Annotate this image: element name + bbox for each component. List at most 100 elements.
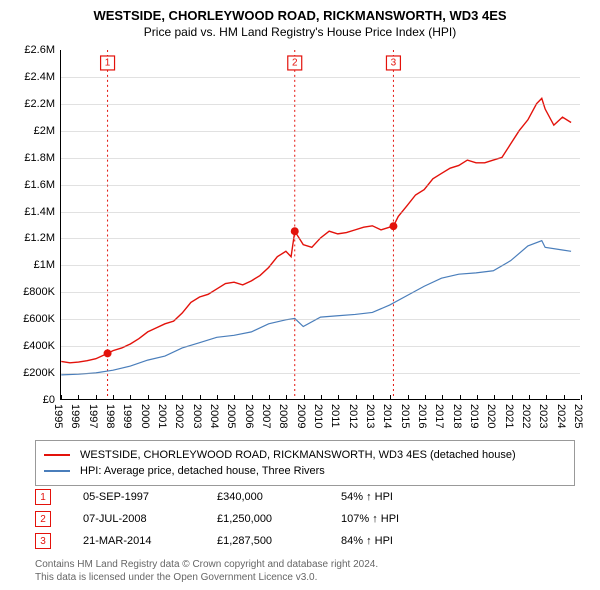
x-tick <box>130 395 131 400</box>
x-axis-label: 2012 <box>347 404 359 428</box>
sale-marker-number: 3 <box>391 57 397 68</box>
x-tick <box>304 395 305 400</box>
x-tick <box>338 395 339 400</box>
chart-plot-area: 123 <box>60 50 580 400</box>
x-axis-label: 2008 <box>277 404 289 428</box>
x-axis-label: 2000 <box>139 404 151 428</box>
y-axis-label: £1M <box>0 259 55 271</box>
x-axis-label: 2018 <box>451 404 463 428</box>
x-tick <box>96 395 97 400</box>
x-tick <box>564 395 565 400</box>
sale-marker-dot <box>291 227 299 235</box>
y-axis-label: £600K <box>0 313 55 325</box>
y-axis-label: £200K <box>0 367 55 379</box>
footer-line-1: Contains HM Land Registry data © Crown c… <box>35 558 575 571</box>
x-tick <box>182 395 183 400</box>
x-tick <box>269 395 270 400</box>
legend-row-property: WESTSIDE, CHORLEYWOOD ROAD, RICKMANSWORT… <box>44 447 566 463</box>
x-tick <box>286 395 287 400</box>
gridline-h <box>61 265 580 266</box>
x-axis-label: 2017 <box>433 404 445 428</box>
legend-box: WESTSIDE, CHORLEYWOOD ROAD, RICKMANSWORT… <box>35 440 575 486</box>
y-axis-label: £1.8M <box>0 152 55 164</box>
sale-row-price: £1,250,000 <box>217 513 317 525</box>
footer-attribution: Contains HM Land Registry data © Crown c… <box>35 558 575 584</box>
x-axis-label: 2001 <box>156 404 168 428</box>
sale-row: 105-SEP-1997£340,00054% ↑ HPI <box>35 486 575 508</box>
x-axis-label: 2003 <box>191 404 203 428</box>
y-axis-label: £2.2M <box>0 98 55 110</box>
gridline-h <box>61 292 580 293</box>
x-axis-label: 2019 <box>468 404 480 428</box>
sale-marker-number: 1 <box>105 57 111 68</box>
sale-row: 207-JUL-2008£1,250,000107% ↑ HPI <box>35 508 575 530</box>
footer-line-2: This data is licensed under the Open Gov… <box>35 571 575 584</box>
gridline-h <box>61 238 580 239</box>
gridline-h <box>61 373 580 374</box>
sale-row-date: 05-SEP-1997 <box>83 491 193 503</box>
y-axis-label: £2.6M <box>0 44 55 56</box>
x-tick <box>408 395 409 400</box>
sale-row-hpi-delta: 84% ↑ HPI <box>341 535 461 547</box>
x-tick <box>546 395 547 400</box>
x-tick <box>321 395 322 400</box>
x-axis-label: 1999 <box>121 404 133 428</box>
y-axis-label: £1.6M <box>0 179 55 191</box>
sale-row-price: £1,287,500 <box>217 535 317 547</box>
gridline-h <box>61 185 580 186</box>
x-axis-label: 2010 <box>312 404 324 428</box>
x-tick <box>234 395 235 400</box>
gridline-h <box>61 77 580 78</box>
x-tick <box>529 395 530 400</box>
x-tick <box>494 395 495 400</box>
x-axis-label: 2020 <box>485 404 497 428</box>
sale-row-price: £340,000 <box>217 491 317 503</box>
legend-swatch-hpi <box>44 470 70 472</box>
x-tick <box>217 395 218 400</box>
x-tick <box>460 395 461 400</box>
x-tick <box>200 395 201 400</box>
sale-row-hpi-delta: 107% ↑ HPI <box>341 513 461 525</box>
chart-title: WESTSIDE, CHORLEYWOOD ROAD, RICKMANSWORT… <box>0 8 600 23</box>
x-axis-label: 2005 <box>225 404 237 428</box>
gridline-h <box>61 346 580 347</box>
x-tick <box>390 395 391 400</box>
gridline-h <box>61 319 580 320</box>
x-axis-label: 2004 <box>208 404 220 428</box>
y-axis-label: £1.4M <box>0 206 55 218</box>
x-axis-label: 2022 <box>520 404 532 428</box>
x-tick <box>148 395 149 400</box>
x-tick <box>373 395 374 400</box>
x-axis-label: 2011 <box>329 404 341 428</box>
gridline-h <box>61 104 580 105</box>
x-axis-label: 2002 <box>173 404 185 428</box>
y-axis-label: £2.4M <box>0 71 55 83</box>
x-tick <box>512 395 513 400</box>
series-hpi-line <box>61 241 571 375</box>
y-axis-label: £0 <box>0 394 55 406</box>
y-axis-label: £400K <box>0 340 55 352</box>
x-tick <box>165 395 166 400</box>
y-axis-label: £800K <box>0 286 55 298</box>
x-tick <box>252 395 253 400</box>
y-axis-label: £1.2M <box>0 232 55 244</box>
x-tick <box>78 395 79 400</box>
sale-row: 321-MAR-2014£1,287,50084% ↑ HPI <box>35 530 575 552</box>
legend-label-hpi: HPI: Average price, detached house, Thre… <box>80 463 325 479</box>
sale-row-date: 07-JUL-2008 <box>83 513 193 525</box>
x-tick <box>442 395 443 400</box>
x-axis-label: 2021 <box>503 404 515 428</box>
legend-label-property: WESTSIDE, CHORLEYWOOD ROAD, RICKMANSWORT… <box>80 447 516 463</box>
x-tick <box>113 395 114 400</box>
x-axis-label: 2024 <box>555 404 567 428</box>
x-axis-label: 2009 <box>295 404 307 428</box>
y-axis-label: £2M <box>0 125 55 137</box>
x-axis-label: 2007 <box>260 404 272 428</box>
x-tick <box>477 395 478 400</box>
chart-subtitle: Price paid vs. HM Land Registry's House … <box>0 25 600 39</box>
x-axis-label: 1998 <box>104 404 116 428</box>
sales-table: 105-SEP-1997£340,00054% ↑ HPI207-JUL-200… <box>35 486 575 552</box>
x-axis-label: 2013 <box>364 404 376 428</box>
x-axis-label: 2006 <box>243 404 255 428</box>
legend-row-hpi: HPI: Average price, detached house, Thre… <box>44 463 566 479</box>
